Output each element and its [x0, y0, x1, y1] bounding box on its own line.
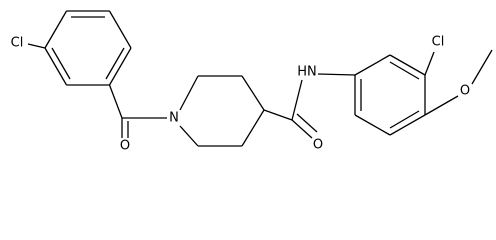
bond	[354, 54, 391, 76]
bond	[44, 10, 68, 49]
bond	[263, 109, 293, 121]
molecule-diagram: Cl O N O HN Cl O	[11, 10, 493, 154]
bond	[105, 47, 125, 80]
bond	[108, 47, 132, 86]
bond	[317, 73, 356, 76]
bond	[27, 43, 46, 49]
atom-label: O	[120, 139, 130, 154]
bond	[389, 54, 426, 76]
bond	[108, 10, 132, 49]
bond	[291, 119, 313, 139]
bond	[424, 51, 435, 76]
atom-label: HN	[297, 65, 317, 80]
atom-label: N	[169, 111, 179, 126]
bond	[108, 84, 123, 119]
bond	[424, 95, 459, 116]
bond	[389, 110, 420, 129]
bond	[291, 79, 303, 121]
bond	[179, 125, 199, 147]
atom-label: Cl	[432, 35, 445, 50]
bond	[471, 49, 493, 85]
atom-label: Cl	[11, 36, 24, 51]
atom-label: O	[313, 138, 323, 153]
atom-label: O	[460, 84, 470, 99]
bond	[51, 47, 71, 80]
bond	[241, 109, 265, 147]
atom-labels: Cl O N O HN Cl O	[11, 35, 470, 154]
bonds	[27, 10, 493, 147]
bond	[179, 75, 199, 111]
bond	[44, 47, 68, 86]
bond	[296, 113, 318, 133]
bond	[389, 114, 426, 136]
bond	[389, 61, 420, 80]
bond	[354, 114, 391, 136]
bond	[241, 75, 265, 111]
